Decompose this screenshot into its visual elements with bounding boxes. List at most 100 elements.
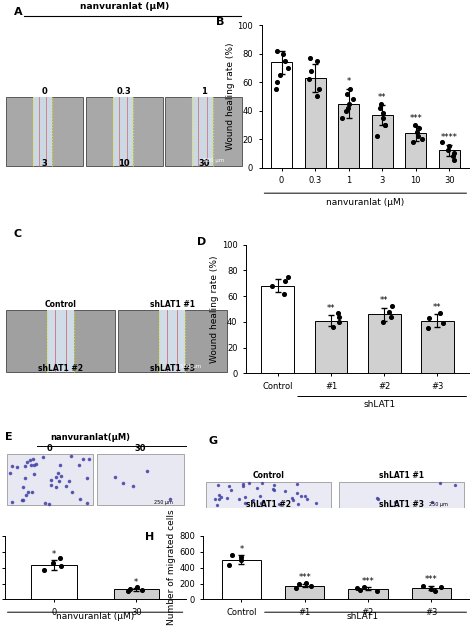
Point xyxy=(346,98,353,109)
Point xyxy=(241,492,249,502)
Bar xyxy=(368,314,401,374)
Point xyxy=(56,459,64,469)
Point xyxy=(392,497,399,507)
Point xyxy=(62,481,70,492)
Point xyxy=(381,120,388,130)
Bar xyxy=(315,321,347,374)
Point xyxy=(437,582,445,592)
Point xyxy=(409,137,417,147)
Point xyxy=(377,98,385,109)
Point xyxy=(313,91,320,102)
Point xyxy=(439,318,447,328)
Bar xyxy=(372,115,392,168)
Bar xyxy=(118,310,227,372)
Point xyxy=(361,582,368,592)
Bar xyxy=(6,310,115,372)
Bar xyxy=(222,560,261,599)
Bar xyxy=(271,62,292,168)
Bar xyxy=(411,588,451,599)
Point xyxy=(129,481,137,492)
Text: 500 μm: 500 μm xyxy=(203,158,225,163)
Point xyxy=(273,77,281,87)
Point xyxy=(445,141,453,151)
Text: *: * xyxy=(52,550,56,559)
Point xyxy=(76,494,84,504)
Point xyxy=(450,155,458,165)
Point xyxy=(111,472,119,482)
Point xyxy=(254,483,261,493)
Point xyxy=(346,84,354,94)
Point xyxy=(80,454,87,464)
Point xyxy=(279,517,287,528)
Point xyxy=(215,490,223,500)
Text: shLAT1 #3: shLAT1 #3 xyxy=(379,500,424,509)
Point xyxy=(28,487,36,497)
Point xyxy=(119,478,127,488)
Bar xyxy=(47,374,73,437)
Point xyxy=(450,148,458,158)
Point xyxy=(83,497,91,507)
Point xyxy=(345,103,352,113)
Point xyxy=(83,473,91,483)
Point xyxy=(438,137,446,147)
Point xyxy=(47,475,55,485)
Point xyxy=(258,514,266,524)
Point xyxy=(53,471,60,481)
Point xyxy=(413,127,421,137)
Point xyxy=(138,585,146,595)
Point xyxy=(303,494,311,504)
Bar xyxy=(6,374,115,437)
Point xyxy=(56,553,64,563)
Text: ***: *** xyxy=(298,574,311,582)
Text: *: * xyxy=(134,578,138,587)
Point xyxy=(245,478,253,488)
Bar xyxy=(7,454,93,505)
Point xyxy=(19,481,27,492)
Point xyxy=(213,500,221,510)
Point xyxy=(13,462,20,472)
Bar xyxy=(6,97,83,166)
Point xyxy=(418,134,426,144)
Point xyxy=(437,308,444,318)
Text: nanvuranlat (μM): nanvuranlat (μM) xyxy=(326,198,404,206)
Bar xyxy=(439,150,459,168)
Text: shLAT1 #3: shLAT1 #3 xyxy=(150,364,195,374)
Y-axis label: Number of migrated cells: Number of migrated cells xyxy=(167,510,176,625)
Point xyxy=(451,480,459,490)
Bar xyxy=(339,510,464,537)
Point xyxy=(305,74,312,85)
Text: shLAT1 #1: shLAT1 #1 xyxy=(150,300,195,309)
Point xyxy=(235,494,243,504)
Text: B: B xyxy=(216,16,224,27)
Point xyxy=(237,552,245,562)
Bar xyxy=(305,78,326,168)
Text: 250 μm: 250 μm xyxy=(154,500,173,505)
Point xyxy=(292,583,300,593)
Bar xyxy=(192,168,215,237)
Point xyxy=(294,499,301,509)
Bar xyxy=(86,97,163,166)
Text: ***: *** xyxy=(409,114,422,124)
Point xyxy=(416,122,423,133)
Bar xyxy=(206,481,331,508)
Text: nanvuranlat (μM): nanvuranlat (μM) xyxy=(80,2,169,11)
Point xyxy=(212,494,219,504)
Point xyxy=(228,550,236,560)
Bar xyxy=(118,374,227,437)
Point xyxy=(414,131,421,141)
Point xyxy=(444,145,452,155)
Point xyxy=(85,454,92,464)
Text: **: ** xyxy=(327,304,335,313)
Text: **: ** xyxy=(433,302,442,312)
Point xyxy=(49,558,56,568)
Bar xyxy=(348,589,388,599)
Point xyxy=(225,481,233,492)
Point xyxy=(336,312,343,322)
Point xyxy=(298,491,305,501)
Point xyxy=(239,481,246,491)
Point xyxy=(411,120,419,130)
Point xyxy=(313,56,320,66)
Point xyxy=(218,492,225,502)
Point xyxy=(68,487,76,497)
Point xyxy=(275,498,283,509)
